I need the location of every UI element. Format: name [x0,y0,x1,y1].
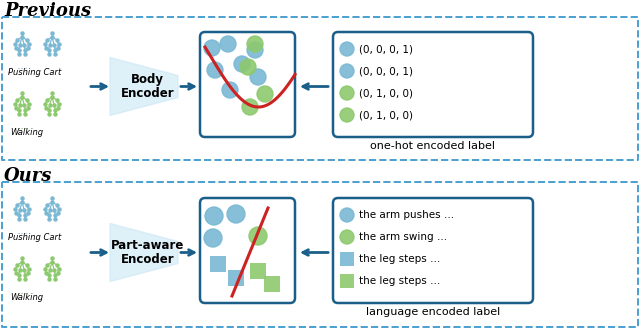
FancyBboxPatch shape [340,252,354,266]
Text: Walking: Walking [10,293,43,302]
Text: ...: ... [17,119,29,132]
Text: ...: ... [17,284,29,297]
FancyBboxPatch shape [264,276,280,292]
Circle shape [249,227,267,245]
Bar [2,17,638,160]
Text: ...: ... [17,59,29,72]
Circle shape [222,82,238,98]
Text: Previous: Previous [4,2,91,20]
Text: (0, 0, 0, 1): (0, 0, 0, 1) [359,66,413,76]
Circle shape [340,86,354,100]
Text: Pushing Cart: Pushing Cart [8,233,61,242]
Circle shape [247,36,263,52]
Bar [2,182,638,327]
FancyBboxPatch shape [228,270,244,286]
FancyBboxPatch shape [250,263,266,279]
Circle shape [227,205,245,223]
Circle shape [205,207,223,225]
FancyBboxPatch shape [340,274,354,288]
Text: (0, 1, 0, 0): (0, 1, 0, 0) [359,88,413,98]
Circle shape [242,99,258,115]
Text: (0, 0, 0, 1): (0, 0, 0, 1) [359,44,413,54]
Text: language encoded label: language encoded label [366,307,500,317]
Text: Encoder: Encoder [120,87,174,100]
Circle shape [220,36,236,52]
Circle shape [247,42,263,58]
Text: Pushing Cart: Pushing Cart [8,68,61,77]
Text: Body: Body [131,73,164,86]
Text: the leg steps …: the leg steps … [359,276,440,286]
FancyBboxPatch shape [333,198,533,303]
Text: Part-aware: Part-aware [111,239,184,252]
Text: Walking: Walking [10,128,43,137]
Text: the leg steps …: the leg steps … [359,254,440,264]
Circle shape [340,230,354,244]
Circle shape [234,56,250,72]
FancyBboxPatch shape [200,32,295,137]
Circle shape [340,108,354,122]
Circle shape [204,229,222,247]
Circle shape [340,64,354,78]
Text: the arm swing …: the arm swing … [359,232,447,242]
Text: ...: ... [17,224,29,237]
Circle shape [340,42,354,56]
FancyBboxPatch shape [210,256,226,272]
Text: Encoder: Encoder [120,253,174,266]
Text: (0, 1, 0, 0): (0, 1, 0, 0) [359,110,413,120]
FancyBboxPatch shape [200,198,295,303]
Circle shape [257,86,273,102]
Circle shape [207,62,223,78]
Circle shape [250,69,266,85]
Polygon shape [110,223,178,282]
Text: the arm pushes …: the arm pushes … [359,210,454,220]
Text: one-hot encoded label: one-hot encoded label [371,141,495,151]
Circle shape [204,40,220,56]
Circle shape [240,59,256,75]
Circle shape [340,208,354,222]
Text: Ours: Ours [4,167,52,185]
FancyBboxPatch shape [333,32,533,137]
Polygon shape [110,57,178,116]
